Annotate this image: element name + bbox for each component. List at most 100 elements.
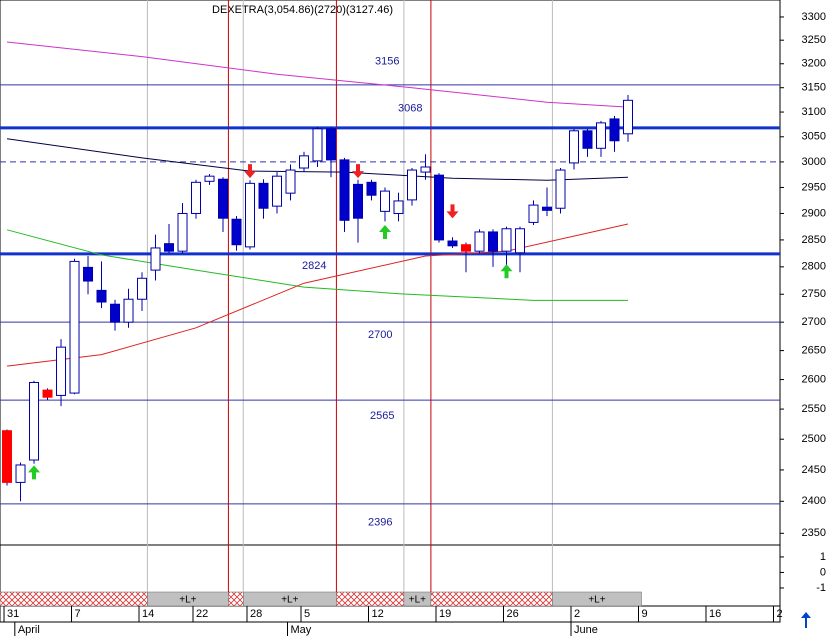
signal-arrow	[244, 164, 257, 179]
candle-body	[285, 169, 296, 194]
x-tick-label: 2	[574, 608, 580, 620]
x-tick-label: 22	[196, 608, 208, 620]
level-label: 2396	[368, 517, 392, 529]
candle-body	[420, 166, 431, 173]
y-tick-label: 3250	[802, 34, 826, 46]
signal-band	[430, 591, 553, 607]
candle-body	[622, 99, 633, 135]
candle-body	[69, 260, 80, 394]
y-tick-label: 2850	[802, 234, 826, 246]
x-tick-label: 12	[372, 608, 384, 620]
month-label: May	[291, 624, 312, 636]
y-tick-label: 2400	[802, 495, 826, 507]
candle-body	[110, 303, 121, 323]
signal-label: +L+	[409, 595, 426, 606]
candle-body	[326, 128, 337, 161]
month-label: June	[574, 624, 598, 636]
signal-arrow	[446, 204, 459, 219]
candle-body	[150, 247, 161, 271]
y-tick-label: 2600	[802, 373, 826, 385]
signal-arrow	[379, 224, 392, 239]
signal-label: +L+	[179, 595, 196, 606]
y-tick-label: 2800	[802, 261, 826, 273]
y-tick-label: 2900	[802, 207, 826, 219]
candle-body	[353, 183, 364, 219]
candle-body	[245, 182, 256, 248]
candle-body	[541, 206, 552, 211]
signal-arrow	[28, 465, 41, 480]
y-tick-label: 2350	[802, 527, 826, 539]
y-tick-label: 2550	[802, 403, 826, 415]
level-label: 2565	[370, 410, 394, 422]
candle-body	[447, 240, 458, 247]
candle-body	[204, 175, 215, 182]
candle-body	[218, 178, 229, 219]
x-tick-label: 14	[142, 608, 154, 620]
candle-body	[258, 182, 269, 209]
candle-body	[488, 231, 499, 252]
candle-body	[595, 122, 606, 149]
scroll-arrow[interactable]	[801, 612, 811, 628]
candle-body	[339, 159, 350, 221]
candle-body	[56, 346, 67, 396]
candle-body	[312, 128, 323, 162]
candle-body	[83, 266, 94, 282]
x-tick-label: 7	[75, 608, 81, 620]
candle-body	[366, 181, 377, 196]
ma-line	[6, 229, 628, 301]
y-tick-label: 2700	[802, 316, 826, 328]
candle-body	[501, 228, 512, 252]
candle-body	[555, 169, 566, 209]
y-tick-label: 2650	[802, 344, 826, 356]
month-label: April	[18, 624, 40, 636]
candle-body	[461, 244, 472, 252]
signal-arrow	[500, 264, 513, 279]
x-tick-label: 26	[507, 608, 519, 620]
candle-body	[164, 243, 175, 252]
candle-body	[474, 231, 485, 252]
signal-band	[0, 591, 148, 607]
y-tick-label: 3150	[802, 82, 826, 94]
candle-body	[393, 200, 404, 214]
x-tick-label: 5	[304, 608, 310, 620]
signal-label: +L+	[281, 595, 298, 606]
x-tick-label: 2	[776, 608, 782, 620]
level-label: 3156	[375, 56, 399, 68]
signal-arrow	[352, 164, 365, 179]
level-label: 2824	[302, 260, 326, 272]
x-tick-label: 19	[439, 608, 451, 620]
y-tick-label: 2500	[802, 433, 826, 445]
candle-body	[29, 381, 40, 461]
candle-body	[568, 130, 579, 164]
y2-tick-label: 1	[820, 551, 826, 563]
candle-body	[123, 298, 134, 323]
candle-body	[272, 175, 283, 207]
signal-label: +L+	[588, 595, 605, 606]
y-tick-label: 3050	[802, 131, 826, 143]
candle-body	[582, 130, 593, 149]
x-tick-label: 16	[709, 608, 721, 620]
y2-tick-label: 0	[820, 566, 826, 578]
y-tick-label: 2950	[802, 181, 826, 193]
x-tick-label: 9	[641, 608, 647, 620]
y2-tick-label: -1	[816, 582, 826, 594]
x-tick-label: 28	[250, 608, 262, 620]
candle-body	[528, 204, 539, 223]
y-tick-label: 2750	[802, 288, 826, 300]
y-tick-label: 2450	[802, 464, 826, 476]
x-tick-label: 31	[7, 608, 19, 620]
candle-body	[434, 174, 445, 241]
candle-body	[191, 181, 202, 214]
candle-body	[137, 277, 148, 300]
y-tick-label: 3100	[802, 106, 826, 118]
candle-body	[407, 169, 418, 201]
candle-body	[380, 190, 391, 212]
signal-band	[336, 591, 405, 607]
candle-body	[177, 212, 188, 252]
signal-band	[228, 591, 244, 607]
ma-line	[6, 41, 629, 108]
candle-body	[609, 118, 620, 142]
candle-body	[2, 430, 13, 483]
signal-band	[552, 591, 642, 607]
